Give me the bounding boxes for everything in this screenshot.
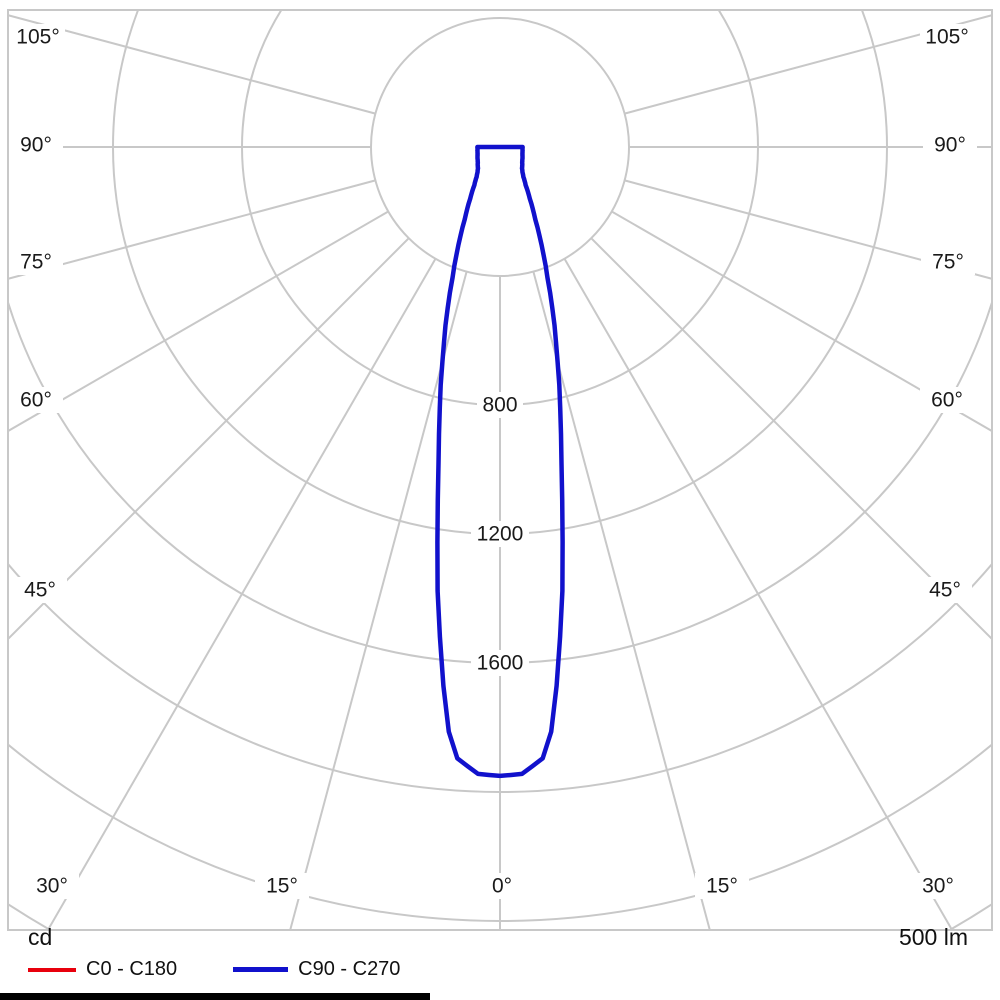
- grid-ray: [563, 258, 954, 930]
- radial-label: 800: [482, 394, 517, 417]
- angle-label: 15°: [706, 875, 738, 898]
- angle-label: 90°: [20, 134, 52, 157]
- grid-ray: [8, 210, 389, 433]
- axis-labels: 0° 15° 15° 30° 30° 45° 45° 60° 60° 75° 75° 90° 90° 10…: [9, 24, 977, 899]
- angle-label: 90°: [934, 134, 966, 157]
- series-curve-c90-c270: [435, 144, 565, 779]
- grid-ray: [590, 237, 992, 641]
- radial-label: 1600: [477, 652, 524, 675]
- angle-label: 0°: [492, 875, 512, 898]
- angle-label: 60°: [931, 389, 963, 412]
- angle-label: 30°: [922, 875, 954, 898]
- angle-label: 75°: [20, 251, 52, 274]
- legend-item-c0-c180: C0 - C180: [28, 958, 177, 981]
- grid-ray: [8, 179, 376, 280]
- angle-label: 60°: [20, 389, 52, 412]
- legend-item-c90-c270: C90 - C270: [233, 958, 400, 981]
- unit-label: cd: [28, 924, 53, 950]
- legend: C0 - C180 C90 - C270: [28, 958, 400, 981]
- angle-label: 105°: [925, 26, 968, 49]
- grid-ray: [624, 179, 992, 280]
- red-line-swatch: [28, 967, 76, 972]
- legend-label-c90-c270: C90 - C270: [298, 958, 401, 980]
- grid-ray: [8, 14, 376, 115]
- angle-label: 45°: [929, 579, 961, 602]
- radial-label: 1200: [477, 523, 524, 546]
- angle-label: 105°: [16, 26, 59, 49]
- grid-ray: [8, 237, 410, 641]
- angle-label: 30°: [36, 875, 68, 898]
- blue-line-swatch: [233, 967, 289, 972]
- luminous-flux-label: 500 lm: [898, 924, 968, 950]
- angle-label: 45°: [24, 579, 56, 602]
- grid-ray: [611, 210, 992, 433]
- bottom-bar: [0, 993, 430, 1000]
- legend-label-c0-c180: C0 - C180: [86, 958, 178, 980]
- grid-ray: [624, 14, 992, 115]
- angle-label: 15°: [266, 875, 298, 898]
- grid-ray: [46, 258, 437, 930]
- angle-label: 75°: [932, 251, 964, 274]
